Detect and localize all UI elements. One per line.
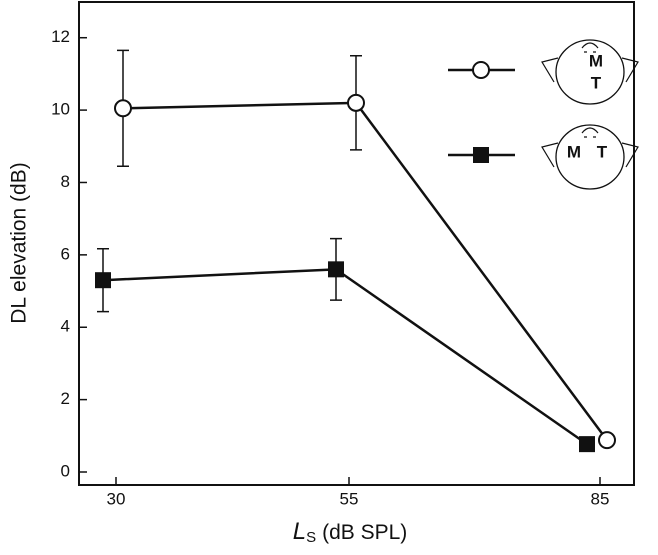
x-tick-label: 55: [340, 489, 359, 508]
y-tick-label: 2: [61, 389, 70, 408]
series-line: [122, 101, 609, 441]
head-face: [581, 127, 599, 138]
point: [328, 261, 344, 278]
point: [579, 436, 595, 453]
y-tick-label: 10: [51, 100, 70, 119]
y-tick-label: 4: [61, 317, 70, 336]
icon-label: T: [597, 142, 608, 161]
icon-label: M: [567, 142, 581, 161]
head: [555, 39, 625, 105]
plot-frame: [78, 1, 635, 486]
x-tick-label: 30: [107, 489, 126, 508]
point: [95, 272, 111, 289]
x-label-sub: S: [306, 529, 316, 546]
point: [472, 61, 490, 79]
head-ears: [541, 142, 639, 168]
point: [347, 93, 365, 112]
icon-label: M: [589, 51, 603, 70]
series-line: [102, 268, 588, 446]
x-tick-label: 85: [591, 489, 610, 508]
point: [473, 147, 489, 163]
y-axis-label: DL elevation (dB): [8, 162, 31, 323]
head: [555, 124, 625, 190]
x-label-main: L: [293, 518, 306, 545]
y-tick-label: 0: [61, 461, 70, 480]
y-tick-label: 12: [51, 27, 70, 46]
x-label-rest: (dB SPL): [322, 521, 407, 544]
point: [114, 99, 132, 118]
y-tick-label: 8: [61, 172, 70, 191]
point: [598, 431, 616, 450]
icon-label: T: [591, 73, 602, 92]
x-axis-label: LS (dB SPL): [293, 518, 408, 546]
head-ears: [541, 57, 639, 83]
y-tick-label: 6: [61, 244, 70, 263]
head-face: [581, 42, 599, 53]
